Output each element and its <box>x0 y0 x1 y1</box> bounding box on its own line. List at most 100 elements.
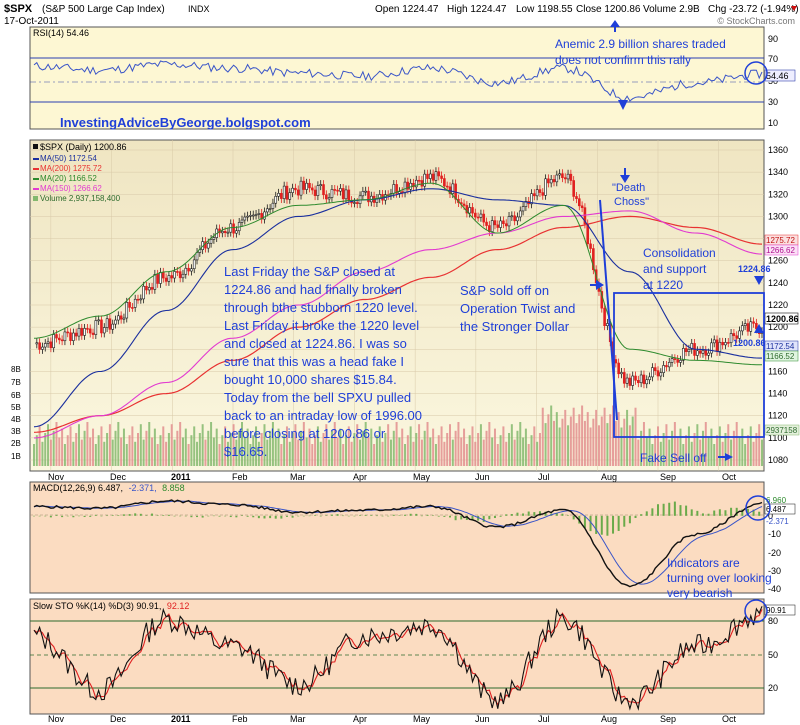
volume-bar <box>387 424 390 466</box>
candle-body <box>651 367 654 378</box>
macd-histogram-bar <box>111 515 114 516</box>
volume-tick: 8B <box>11 365 21 374</box>
blog-url: InvestingAdviceByGeorge.bolgspot.com <box>60 115 311 130</box>
macd-histogram-bar <box>527 511 530 516</box>
volume-bar <box>623 418 626 466</box>
indicators-line-3: very bearish <box>667 586 732 600</box>
candle-body <box>139 298 143 301</box>
macd-histogram-bar <box>364 515 367 516</box>
macd-label: MACD(12,26,9) 6.487, -2.371, 8.858 <box>33 483 185 493</box>
volume-tick: 3B <box>11 427 21 436</box>
volume-bar <box>311 444 314 466</box>
volume-bar <box>637 439 640 466</box>
down-arrow-icon <box>754 276 764 285</box>
price-tick: 1120 <box>768 411 787 421</box>
candle-body <box>249 215 252 217</box>
macd-histogram-bar <box>449 515 451 518</box>
volume-bar <box>673 422 676 466</box>
macd-histogram-bar <box>623 515 626 527</box>
volume-bar <box>392 430 395 466</box>
right-arrow-icon <box>725 453 733 461</box>
candle-body <box>544 178 547 196</box>
volume-bar <box>249 444 252 466</box>
x-axis-middle: Nov Dec 2011 Feb Mar Apr May Jun Jul Aug… <box>48 472 737 482</box>
volume-bar <box>145 430 148 466</box>
macd-tag-signal: -2.371 <box>766 517 789 526</box>
volume-bar <box>271 422 274 466</box>
macd-label-signal: -2.371, <box>129 483 157 493</box>
candle-body <box>83 328 86 336</box>
volume-bar <box>741 428 744 466</box>
volume-bar <box>308 428 311 466</box>
candle-body <box>507 216 511 227</box>
candle-body <box>308 182 311 189</box>
candle-body <box>679 360 682 363</box>
candle-body <box>510 215 514 218</box>
rsi-value-tag: 54.46 <box>766 71 789 81</box>
candle-body <box>100 319 103 334</box>
volume-y-axis: 8B 7B 6B 5B 4B 3B 2B 1B <box>11 365 21 461</box>
volume-bar <box>440 426 443 466</box>
volume-bar <box>645 437 648 466</box>
candle-body <box>673 358 677 360</box>
candle-body <box>715 339 719 352</box>
candle-body <box>437 171 441 177</box>
candle-body <box>614 359 618 364</box>
candle-body <box>681 348 685 361</box>
rsi-highlight-circle <box>744 61 768 85</box>
price-tick: 1140 <box>768 389 787 399</box>
volume-bar <box>443 441 446 466</box>
volume-bar <box>404 444 407 466</box>
volume-bar <box>415 433 418 466</box>
volume-bar <box>92 428 95 466</box>
candle-body <box>147 287 151 291</box>
candle-body <box>108 318 112 330</box>
candle-body <box>566 173 570 180</box>
macd-histogram-bar <box>342 515 345 517</box>
macd-histogram-bar <box>651 508 654 516</box>
price-tick: 1080 <box>768 455 788 465</box>
candle-body <box>260 213 263 220</box>
macd-histogram-bar <box>752 509 755 516</box>
x-tick: Nov <box>48 714 65 724</box>
candle-body <box>86 328 89 330</box>
candle-body <box>423 173 427 187</box>
candle-body <box>125 301 129 319</box>
candle-body <box>49 341 53 349</box>
volume-bar <box>409 426 412 466</box>
sold-off-line-1: S&P sold off on <box>460 283 549 298</box>
rsi-tick: 90 <box>768 34 778 44</box>
main-note-line: back to an intraday low of 1996.00 <box>224 408 422 423</box>
macd-histogram-bar <box>606 515 609 536</box>
candle-body <box>420 180 424 187</box>
candle-body <box>653 367 657 371</box>
volume-bar <box>449 424 451 466</box>
volume-bar <box>522 437 525 466</box>
volume-bar <box>201 424 204 466</box>
macd-tag-box <box>764 503 796 515</box>
macd-histogram-bar <box>128 514 131 516</box>
candle-body <box>434 171 438 181</box>
macd-histogram-bar <box>685 505 688 516</box>
sto-panel <box>29 598 765 715</box>
tag-box-ma20 <box>764 350 799 362</box>
volume-bar <box>347 426 350 466</box>
candle-body <box>170 275 174 279</box>
volume-bar <box>260 433 263 466</box>
x-tick: Oct <box>722 714 737 724</box>
sto-tag: 90.91 <box>766 606 787 615</box>
candle-body <box>541 192 545 196</box>
volume-bar <box>420 439 423 466</box>
price-tick: 1320 <box>768 189 788 199</box>
price-tick: 1200 <box>768 322 788 332</box>
candle-body <box>704 350 708 356</box>
macd-histogram-bar <box>505 514 508 516</box>
candle-body <box>41 346 44 350</box>
volume-bar <box>156 444 159 466</box>
volume-bar <box>356 424 359 466</box>
legend-price: $SPX (Daily) 1200.86 <box>40 142 127 152</box>
sell-off-trend-line <box>599 199 618 421</box>
rsi-value-tag-box <box>764 69 796 82</box>
macd-histogram-bar <box>493 515 496 519</box>
macd-histogram-bar <box>415 513 418 516</box>
